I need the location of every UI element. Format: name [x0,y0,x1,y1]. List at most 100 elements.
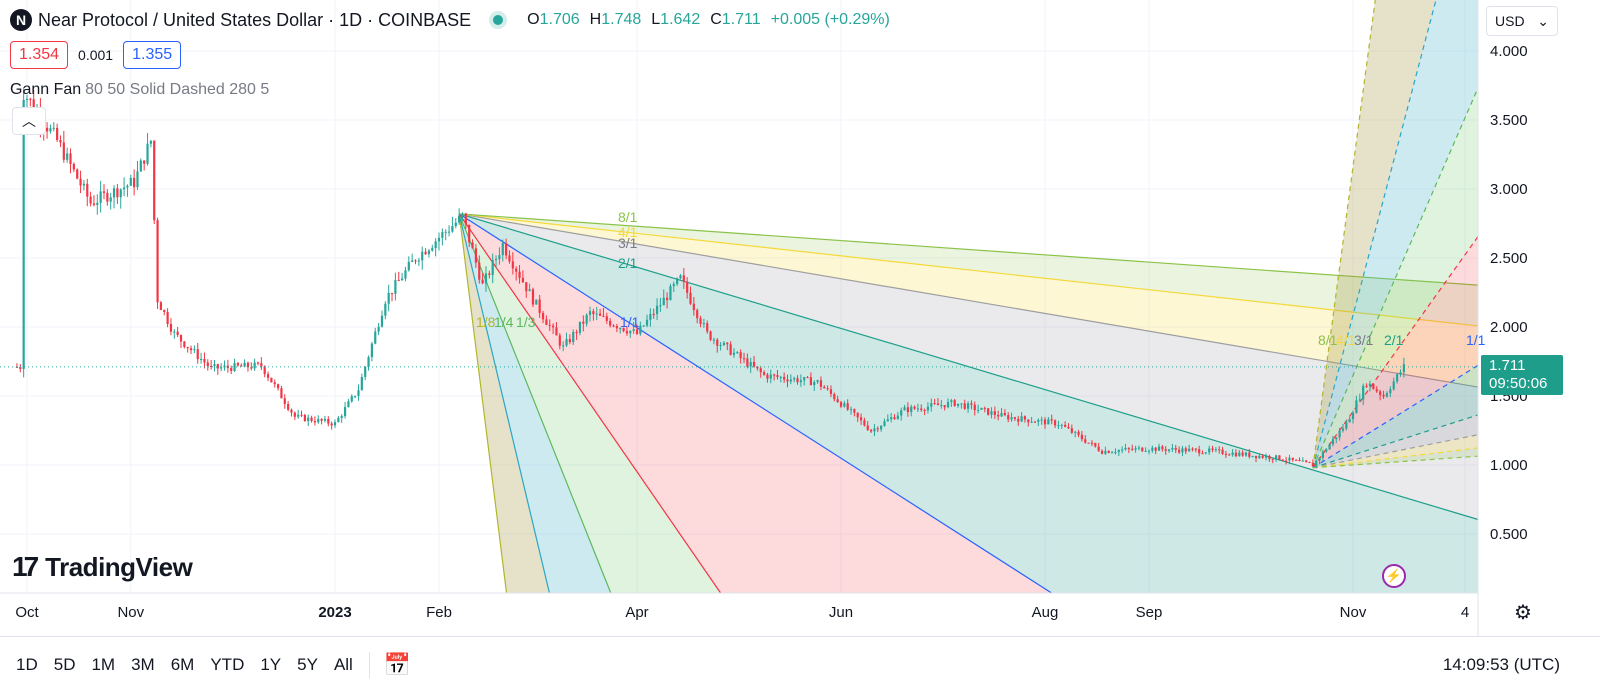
sell-button[interactable]: 1.354 [10,41,69,69]
candle-body [501,243,504,256]
candle-body [1285,460,1288,462]
candle-body [1064,424,1067,427]
near-logo-icon: N [10,9,32,31]
candle-body [980,407,983,410]
indicator-params: 80 50 Solid Dashed 280 5 [85,81,270,98]
range-button-1y[interactable]: 1Y [260,654,282,674]
candle-body [752,361,756,367]
collapse-legend-button[interactable]: ︿ [12,107,46,135]
candle-body [79,178,82,186]
candle-body [193,349,196,351]
candle-body [736,352,739,354]
range-button-5y[interactable]: 5Y [297,654,318,674]
gear-icon[interactable]: ⚙ [1514,602,1532,624]
candle-body [116,188,119,198]
gann-fan-label: 1/3 [516,314,536,330]
trade-buttons: 1.354 0.001 1.355 [10,41,182,69]
candle-body [1201,453,1204,455]
candle-body [340,416,343,418]
range-button-6m[interactable]: 6M [170,654,195,674]
candle-body [665,297,669,301]
candle-body [1204,452,1207,454]
candle-body [1017,418,1020,422]
candle-body [893,417,896,420]
market-status-icon[interactable] [493,15,504,25]
candle-body [916,408,920,410]
candle-body [779,376,782,378]
indicator-legend[interactable]: Gann Fan 80 50 Solid Dashed 280 5 [10,81,269,99]
gann-fan-line [458,213,550,594]
candle-body [143,160,146,164]
x-tick-label: Oct [15,604,39,621]
candle-body [29,98,32,100]
candle-body [1094,443,1097,447]
candle-body [853,409,856,413]
range-button-1m[interactable]: 1M [91,654,116,674]
candle-body [1167,449,1171,451]
candle-body [1389,389,1392,394]
candle-body [1087,442,1090,444]
candle-body [1211,448,1214,450]
candle-body [1288,457,1291,461]
y-tick-label: 1.000 [1490,457,1528,474]
candle-body [833,393,836,400]
candle-body [655,305,659,315]
candle-body [300,414,303,416]
gann-fan-line [1312,455,1479,469]
candle-body [1271,459,1274,461]
gann-fan-label: 1/4 [494,314,514,330]
utc-clock[interactable]: 14:09:53 (UTC) [1442,654,1560,674]
candle-body [1295,459,1298,461]
currency-select[interactable]: USD ⌄ [1486,6,1558,36]
bottom-toolbar: 1D 5D 1M 3M 6M YTD 1Y 5Y All 📅 14:09:53 (UTC) [0,636,1600,692]
candle-body [491,260,494,275]
tradingview-logo[interactable]: 17 TradingView [12,551,193,583]
candle-body [1124,448,1127,450]
candle-body [488,273,491,275]
ohlc-values: O1.706 H1.748 L1.642 C1.711 +0.005 (+0.2… [527,11,890,29]
candle-body [112,188,116,198]
candle-body [1080,434,1084,440]
candle-body [679,275,682,279]
price-change: +0.005 (+0.29%) [770,11,890,28]
candle-body [973,404,976,411]
lightning-icon[interactable]: ⚡ [1382,564,1406,588]
candle-body [1392,381,1395,390]
candle-body [1362,385,1365,400]
range-button-3m[interactable]: 3M [131,654,155,674]
candle-body [407,261,410,271]
y-tick-label: 0.500 [1490,526,1528,543]
candle-body [330,423,333,426]
candle-body [1321,451,1325,458]
candle-body [545,319,548,325]
candle-body [66,153,69,160]
candle-body [538,299,541,313]
candle-body [983,407,986,409]
candle-body [803,377,806,381]
candle-body [1151,447,1154,451]
candle-body [756,366,759,369]
candle-body [823,386,826,389]
range-button-5d[interactable]: 5D [53,654,76,674]
range-button-ytd[interactable]: YTD [210,654,245,674]
range-button-1d[interactable]: 1D [16,654,38,674]
candle-body [297,414,300,417]
candle-body [1365,385,1368,387]
y-tick-label: 2.500 [1490,250,1528,267]
candle-body [682,275,685,282]
currency-label: USD [1495,13,1525,29]
gann-fan-label: 4/1 [618,224,638,240]
candle-body [796,378,799,383]
calendar-range-icon[interactable]: 📅 [383,651,412,677]
candle-body [930,403,933,407]
range-button-all[interactable]: All [333,654,353,674]
candle-body [993,411,996,415]
candle-body [404,270,407,279]
candle-body [1164,449,1167,451]
candle-body [126,185,129,188]
candle-body [49,128,52,132]
candle-body [1385,393,1389,397]
symbol-title[interactable]: Near Protocol / United States Dollar · 1… [38,9,472,30]
buy-button[interactable]: 1.355 [123,41,182,69]
